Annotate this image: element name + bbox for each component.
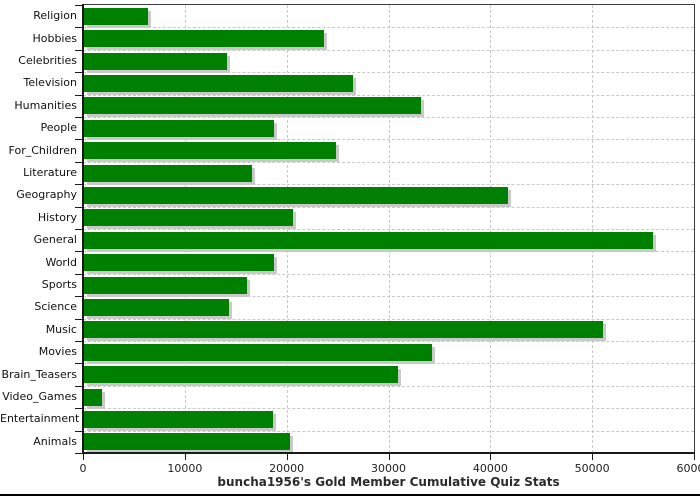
horizontal-gridline <box>83 206 694 208</box>
horizontal-gridline <box>83 251 694 253</box>
bar <box>84 231 654 249</box>
y-axis-tick <box>75 363 82 365</box>
y-axis-tick <box>75 206 82 208</box>
bar <box>84 321 604 339</box>
category-label: Geography <box>16 188 77 202</box>
bar <box>84 433 290 451</box>
bar <box>84 186 508 204</box>
x-axis-tick <box>592 454 594 460</box>
category-label: Hobbies <box>32 31 77 45</box>
y-axis-tick <box>75 385 82 387</box>
y-axis-tick <box>75 296 82 298</box>
horizontal-gridline <box>83 139 694 141</box>
window-border-bottom <box>0 494 700 496</box>
category-label: History <box>37 210 77 224</box>
y-axis-tick <box>75 408 82 410</box>
category-label: Celebrities <box>18 54 77 67</box>
bar <box>84 119 275 137</box>
x-axis-line <box>82 452 695 454</box>
bar <box>84 209 293 227</box>
category-label: For_Children <box>8 143 77 157</box>
category-label: Television <box>23 76 78 90</box>
chart-title: buncha1956's Gold Member Cumulative Quiz… <box>217 475 560 489</box>
category-label: Video_Games <box>2 390 77 403</box>
y-axis-tick <box>75 27 82 29</box>
bar <box>84 343 433 361</box>
x-tick-label: 30000 <box>371 462 406 475</box>
bar <box>84 142 336 160</box>
horizontal-gridline <box>83 363 694 365</box>
category-label: General <box>33 233 77 247</box>
category-label: Humanities <box>14 98 77 112</box>
bar <box>84 74 353 92</box>
y-axis-tick <box>75 117 82 118</box>
category-label: Religion <box>33 9 77 23</box>
x-axis-tick <box>694 454 695 460</box>
y-axis-tick <box>75 318 82 320</box>
bar <box>84 366 398 384</box>
y-axis-tick <box>75 273 82 275</box>
horizontal-gridline <box>83 385 694 387</box>
horizontal-gridline <box>83 94 694 96</box>
x-axis-tick <box>83 454 84 460</box>
y-axis-tick <box>75 5 82 6</box>
horizontal-gridline <box>83 430 694 432</box>
bar <box>84 97 422 115</box>
y-axis-tick <box>75 139 82 141</box>
horizontal-gridline <box>83 318 694 320</box>
horizontal-gridline <box>83 229 694 230</box>
category-label: World <box>45 255 77 269</box>
horizontal-gridline <box>83 341 694 342</box>
x-axis-tick <box>286 454 288 460</box>
horizontal-gridline <box>83 117 694 118</box>
x-tick-label: 60000 <box>676 462 700 475</box>
bar <box>84 52 227 70</box>
category-label: Animals <box>33 434 77 448</box>
y-axis-tick <box>75 453 82 454</box>
y-axis-tick <box>75 229 82 230</box>
bar <box>84 7 149 25</box>
horizontal-gridline <box>83 184 694 186</box>
bar <box>84 298 229 316</box>
y-axis-tick <box>75 251 82 253</box>
y-axis-tick <box>75 341 82 342</box>
y-axis-tick <box>75 94 82 96</box>
y-axis-tick <box>75 184 82 186</box>
bar <box>84 254 275 272</box>
bar <box>84 164 253 182</box>
y-axis-line <box>82 4 84 454</box>
horizontal-gridline <box>83 27 694 29</box>
x-tick-label: 40000 <box>472 462 508 475</box>
x-tick-label: 20000 <box>269 462 305 475</box>
y-axis-tick <box>75 72 82 74</box>
horizontal-gridline <box>83 296 694 298</box>
category-label: Brain_Teasers <box>1 367 77 381</box>
x-axis-tick <box>388 454 390 460</box>
category-label: Literature <box>23 166 77 179</box>
category-label: Science <box>34 300 77 314</box>
horizontal-gridline <box>83 408 694 410</box>
bar <box>84 410 274 428</box>
y-axis-tick <box>75 161 82 163</box>
category-label: Music <box>45 322 77 336</box>
y-axis-tick <box>75 49 82 51</box>
x-axis-tick <box>490 454 492 460</box>
y-axis-tick <box>75 430 82 432</box>
category-label: Sports <box>41 278 77 291</box>
horizontal-gridline <box>83 161 694 163</box>
bar <box>84 276 247 294</box>
horizontal-gridline <box>83 273 694 275</box>
x-tick-label: 10000 <box>167 462 203 475</box>
category-label: People <box>40 121 77 135</box>
bar <box>84 30 325 48</box>
category-label: Entertainment <box>0 412 80 426</box>
x-axis-tick <box>184 454 186 460</box>
horizontal-gridline <box>83 72 694 74</box>
horizontal-gridline <box>83 49 694 51</box>
category-label: Movies <box>38 345 77 359</box>
x-tick-label: 50000 <box>574 462 610 475</box>
x-tick-label: 0 <box>79 462 87 475</box>
bar <box>84 388 103 406</box>
